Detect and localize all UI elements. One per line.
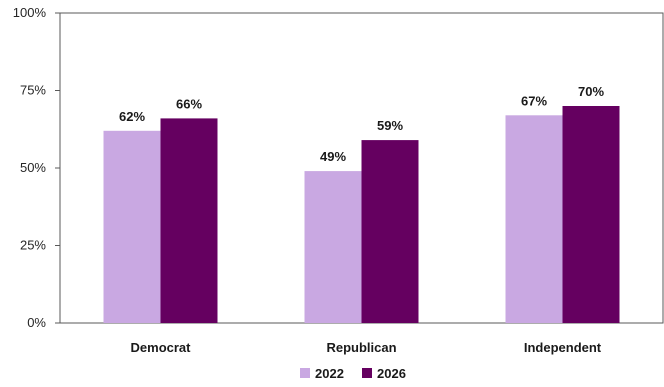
bar-2022-democrat bbox=[103, 130, 161, 323]
bars bbox=[103, 106, 620, 324]
bar-2026-democrat bbox=[160, 118, 218, 324]
legend-swatch-2026 bbox=[362, 368, 372, 378]
legend-label: 2022 bbox=[315, 366, 344, 381]
legend: 2022 2026 bbox=[300, 366, 406, 381]
bar-2026-republican bbox=[361, 140, 419, 323]
y-tick-label: 50% bbox=[20, 160, 46, 175]
y-tick-label: 75% bbox=[20, 83, 46, 98]
x-axis-ticks: Democrat Republican Independent bbox=[131, 340, 602, 355]
data-label: 62% bbox=[119, 109, 145, 124]
data-label: 59% bbox=[377, 118, 403, 133]
bar-2022-republican bbox=[304, 171, 362, 323]
y-tick-label: 100% bbox=[13, 5, 47, 20]
data-label: 49% bbox=[320, 149, 346, 164]
y-tick-label: 25% bbox=[20, 238, 46, 253]
x-tick-label: Independent bbox=[524, 340, 602, 355]
bar-2022-independent bbox=[505, 115, 563, 323]
y-tick-label: 0% bbox=[27, 315, 46, 330]
x-tick-label: Republican bbox=[326, 340, 396, 355]
bar-2026-independent bbox=[562, 106, 620, 323]
legend-label: 2026 bbox=[377, 366, 406, 381]
y-axis-ticks: 0% 25% 50% 75% 100% bbox=[13, 5, 60, 330]
data-label: 67% bbox=[521, 93, 547, 108]
data-labels: 62% 66% 49% 59% 67% 70% bbox=[119, 84, 604, 164]
x-tick-label: Democrat bbox=[131, 340, 192, 355]
data-label: 70% bbox=[578, 84, 604, 99]
data-label: 66% bbox=[176, 96, 202, 111]
legend-swatch-2022 bbox=[300, 368, 310, 378]
